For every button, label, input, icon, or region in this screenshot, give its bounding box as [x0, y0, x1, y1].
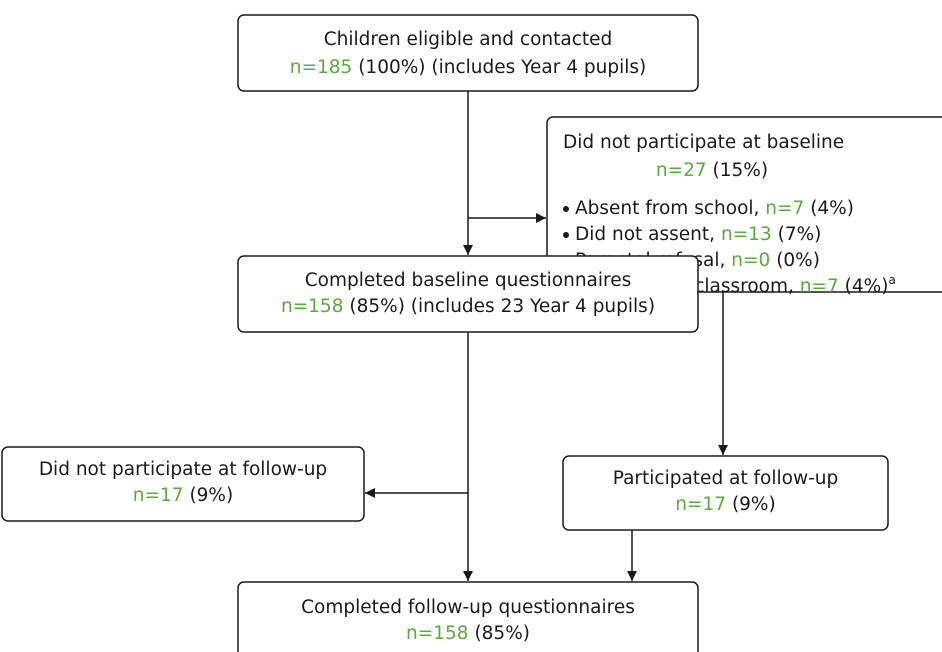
count: n=0 [731, 250, 770, 271]
node-title: Did not participate at baseline [563, 132, 844, 153]
box [1, 446, 365, 522]
node-count: n=27 (15%) [656, 160, 768, 181]
bullet [563, 232, 569, 238]
node-box: Completed baseline questionnaires n=158 (… [237, 255, 699, 333]
node-title: Did not participate at follow-up [39, 459, 327, 480]
connectors [365, 91, 728, 581]
box [237, 14, 699, 92]
bullet [563, 206, 569, 212]
node-box: Participated at follow-up n=17 (9%) [562, 455, 889, 531]
count: n=27 [656, 160, 707, 181]
box [237, 581, 699, 652]
percent: (85%) [474, 623, 530, 644]
count: n=158 [281, 296, 344, 317]
count: n=185 [290, 57, 353, 78]
node-count: n=185 (100%) (includes Year 4 pupils) [290, 57, 646, 78]
box [546, 116, 942, 293]
box [562, 455, 889, 531]
node-box: Children eligible and contacted n=185 (10… [237, 14, 699, 92]
percent: (9%) [732, 494, 776, 515]
node-title: Children eligible and contacted [324, 29, 613, 50]
percent: (0%) [776, 250, 820, 271]
count: n=158 [406, 623, 469, 644]
node-title: Participated at follow-up [613, 468, 839, 489]
node-box: Completed follow-up questionnaires n=158 … [237, 581, 699, 652]
node-count: n=158 (85%) [406, 623, 530, 644]
percent: (100%) (includes Year 4 pupils) [358, 57, 646, 78]
percent: (15%) [713, 160, 769, 181]
node-title: Completed baseline questionnaires [305, 270, 632, 291]
percent: (7%) [778, 224, 822, 245]
percent: (85%) (includes 23 Year 4 pupils) [349, 296, 655, 317]
bullet-item: Did not assent, n=13 (7%) [575, 224, 821, 245]
percent: (9%) [189, 485, 233, 506]
percent: (4%) [845, 276, 889, 297]
node-box: Did not participate at follow-up n=17 (9%… [1, 446, 365, 522]
footnote-mark: a [888, 273, 895, 287]
count: n=17 [675, 494, 726, 515]
node-title: Completed follow-up questionnaires [301, 597, 635, 618]
node-count: n=158 (85%) (includes 23 Year 4 pupils) [281, 296, 655, 317]
count: n=7 [800, 276, 839, 297]
node-count: n=17 (9%) [675, 494, 775, 515]
percent: (4%) [810, 198, 854, 219]
node-count: n=17 (9%) [133, 485, 233, 506]
count: n=13 [721, 224, 772, 245]
count: n=17 [133, 485, 184, 506]
reason: Absent from school, [575, 198, 759, 219]
bullet-item: Absent from school, n=7 (4%) [575, 198, 854, 219]
box [237, 255, 699, 333]
count: n=7 [765, 198, 804, 219]
reason: Did not assent, [575, 224, 715, 245]
